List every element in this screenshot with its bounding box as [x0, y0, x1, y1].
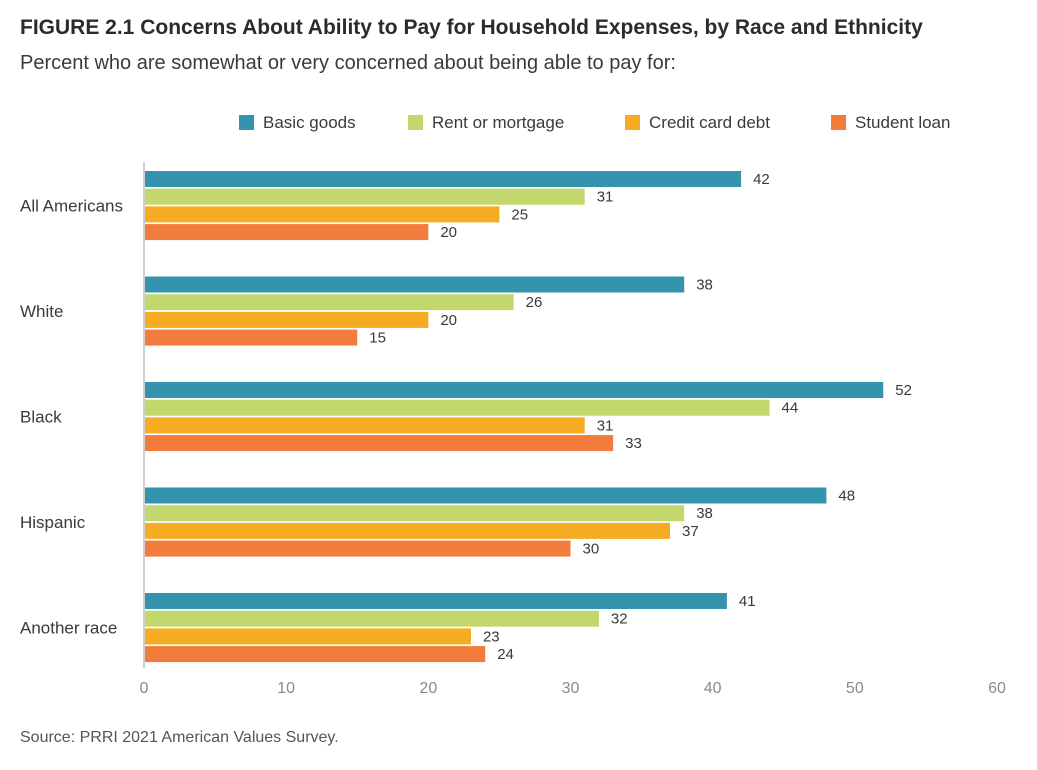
data-label: 30 — [583, 541, 600, 558]
data-label: 32 — [611, 611, 628, 628]
chart-title: FIGURE 2.1 Concerns About Ability to Pay… — [20, 16, 923, 39]
data-label: 41 — [739, 593, 756, 610]
x-tick-label: 30 — [562, 680, 580, 697]
data-label: 24 — [497, 646, 514, 663]
data-label: 48 — [838, 488, 855, 505]
legend-swatch — [831, 115, 846, 130]
data-label: 38 — [696, 505, 713, 522]
chart-subtitle: Percent who are somewhat or very concern… — [20, 52, 676, 74]
bar — [145, 628, 471, 645]
bar — [145, 522, 671, 539]
bar — [145, 417, 585, 434]
bar — [145, 593, 727, 609]
data-label: 26 — [526, 294, 543, 311]
bar — [145, 171, 742, 187]
category-label: All Americans — [20, 196, 123, 215]
x-tick-label: 40 — [704, 680, 722, 697]
bar — [145, 329, 358, 346]
data-label: 37 — [682, 523, 699, 540]
data-label: 42 — [753, 171, 770, 188]
data-label: 23 — [483, 628, 500, 645]
bar — [145, 646, 486, 663]
data-label: 31 — [597, 417, 614, 434]
category-label: Black — [20, 407, 62, 426]
category-label: White — [20, 302, 63, 321]
data-label: 15 — [369, 330, 386, 347]
source-note: Source: PRRI 2021 American Values Survey… — [20, 729, 339, 746]
bar — [145, 311, 429, 328]
data-label: 31 — [597, 189, 614, 206]
bar — [145, 505, 685, 522]
data-label: 20 — [440, 312, 457, 329]
category-label: Another race — [20, 618, 117, 637]
bar — [145, 294, 514, 311]
legend-swatch — [408, 115, 423, 130]
bar — [145, 206, 500, 223]
bar — [145, 224, 429, 241]
bar — [145, 540, 571, 557]
bar — [145, 399, 770, 416]
x-tick-label: 60 — [988, 680, 1006, 697]
legend-swatch — [239, 115, 254, 130]
data-label: 33 — [625, 435, 642, 452]
bar — [145, 610, 599, 627]
legend-label: Basic goods — [263, 113, 356, 132]
data-label: 38 — [696, 277, 713, 294]
x-tick-label: 50 — [846, 680, 864, 697]
category-label: Hispanic — [20, 513, 86, 532]
x-tick-label: 20 — [419, 680, 437, 697]
legend-swatch — [625, 115, 640, 130]
legend-label: Credit card debt — [649, 113, 770, 132]
bar — [145, 435, 614, 452]
x-tick-label: 10 — [277, 680, 295, 697]
bar — [145, 188, 585, 205]
data-label: 20 — [440, 224, 457, 241]
bar — [145, 487, 827, 504]
bar — [145, 382, 884, 398]
data-label: 25 — [511, 206, 528, 223]
data-label: 52 — [895, 382, 912, 399]
bar — [145, 276, 685, 293]
legend-label: Student loan — [855, 113, 950, 132]
data-label: 44 — [782, 400, 799, 417]
legend-label: Rent or mortgage — [432, 113, 564, 132]
x-tick-label: 0 — [140, 680, 149, 697]
